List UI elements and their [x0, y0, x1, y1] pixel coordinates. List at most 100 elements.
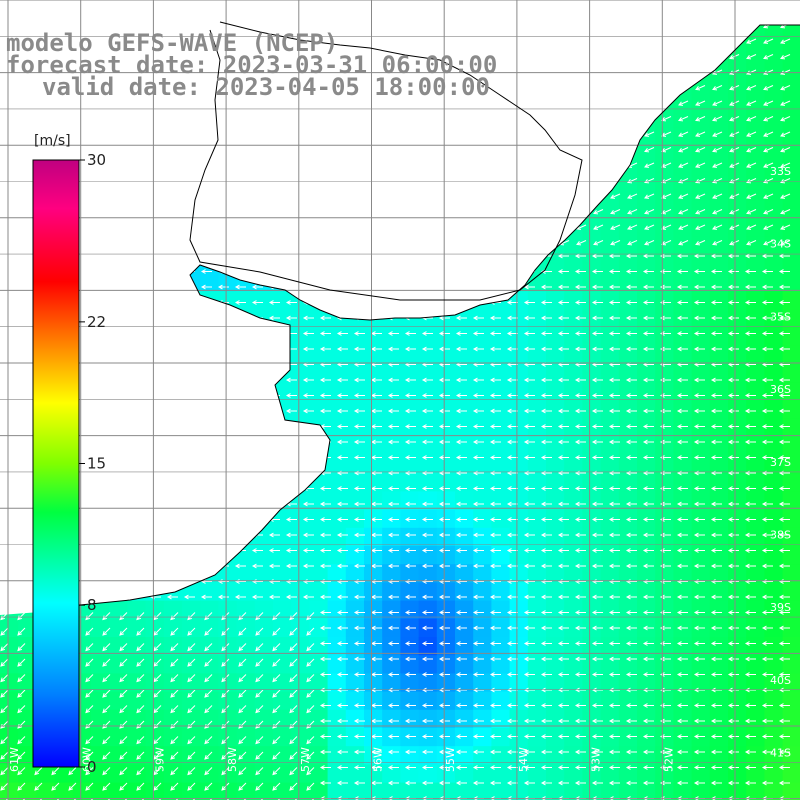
speed-cell — [673, 400, 692, 419]
speed-cell — [692, 419, 711, 438]
speed-cell — [710, 655, 729, 674]
speed-cell — [655, 146, 674, 165]
speed-cell — [601, 200, 620, 219]
speed-cell — [710, 546, 729, 565]
speed-cell — [710, 601, 729, 620]
speed-cell — [182, 728, 201, 747]
speed-cell — [346, 491, 365, 510]
speed-cell — [437, 437, 456, 456]
speed-cell — [127, 655, 146, 674]
speed-cell — [419, 400, 438, 419]
speed-cell — [291, 692, 310, 711]
speed-cell — [91, 655, 110, 674]
speed-cell — [328, 328, 347, 347]
speed-cell — [400, 328, 419, 347]
speed-cell — [601, 218, 620, 237]
speed-cell — [673, 382, 692, 401]
speed-cell — [200, 601, 219, 620]
speed-cell — [400, 419, 419, 438]
speed-cell — [346, 546, 365, 565]
speed-cell — [455, 783, 474, 800]
speed-cell — [91, 692, 110, 711]
speed-cell — [437, 491, 456, 510]
speed-cell — [491, 473, 510, 492]
speed-cell — [455, 528, 474, 547]
speed-cell — [473, 437, 492, 456]
speed-cell — [510, 437, 529, 456]
speed-cell — [510, 692, 529, 711]
speed-cell — [328, 601, 347, 620]
speed-cell — [783, 328, 800, 347]
speed-cell — [491, 601, 510, 620]
speed-cell — [437, 473, 456, 492]
speed-cell — [783, 692, 800, 711]
speed-cell — [764, 564, 783, 583]
speed-cell — [692, 400, 711, 419]
speed-cell — [655, 328, 674, 347]
speed-cell — [346, 437, 365, 456]
speed-cell — [601, 528, 620, 547]
speed-cell — [746, 491, 765, 510]
speed-cell — [673, 164, 692, 183]
speed-cell — [400, 546, 419, 565]
speed-cell — [710, 582, 729, 601]
speed-cell — [655, 692, 674, 711]
speed-cell — [710, 564, 729, 583]
speed-cell — [73, 783, 92, 800]
speed-cell — [746, 601, 765, 620]
speed-cell — [273, 291, 292, 310]
speed-cell — [673, 473, 692, 492]
speed-cell — [783, 783, 800, 800]
speed-cell — [655, 127, 674, 146]
speed-cell — [437, 546, 456, 565]
speed-cell — [127, 601, 146, 620]
speed-cell — [692, 273, 711, 292]
speed-cell — [109, 601, 128, 620]
speed-cell — [619, 491, 638, 510]
speed-cell — [728, 91, 747, 110]
speed-cell — [419, 437, 438, 456]
speed-cell — [692, 309, 711, 328]
speed-cell — [510, 655, 529, 674]
speed-cell — [291, 601, 310, 620]
speed-cell — [619, 328, 638, 347]
speed-cell — [182, 783, 201, 800]
speed-cell — [218, 655, 237, 674]
speed-cell — [510, 546, 529, 565]
speed-cell — [728, 528, 747, 547]
speed-cell — [437, 400, 456, 419]
speed-cell — [692, 91, 711, 110]
speed-cell — [200, 619, 219, 638]
speed-cell — [564, 673, 583, 692]
speed-cell — [400, 582, 419, 601]
speed-cell — [146, 783, 165, 800]
speed-cell — [382, 437, 401, 456]
speed-cell — [291, 328, 310, 347]
speed-cell — [619, 382, 638, 401]
speed-cell — [564, 528, 583, 547]
speed-cell — [655, 273, 674, 292]
speed-cell — [564, 237, 583, 256]
speed-cell — [746, 309, 765, 328]
speed-cell — [364, 582, 383, 601]
speed-cell — [564, 546, 583, 565]
speed-cell — [655, 309, 674, 328]
speed-cell — [528, 546, 547, 565]
speed-cell — [400, 437, 419, 456]
lon-label: 55W — [444, 747, 457, 772]
speed-cell — [582, 473, 601, 492]
speed-cell — [601, 692, 620, 711]
speed-cell — [419, 419, 438, 438]
speed-cell — [419, 328, 438, 347]
speed-cell — [364, 437, 383, 456]
speed-cell — [582, 328, 601, 347]
speed-cell — [655, 291, 674, 310]
speed-cell — [710, 437, 729, 456]
speed-cell — [764, 692, 783, 711]
speed-cell — [783, 218, 800, 237]
speed-cell — [673, 273, 692, 292]
speed-cell — [510, 564, 529, 583]
speed-cell — [783, 91, 800, 110]
speed-cell — [328, 400, 347, 419]
speed-cell — [364, 491, 383, 510]
